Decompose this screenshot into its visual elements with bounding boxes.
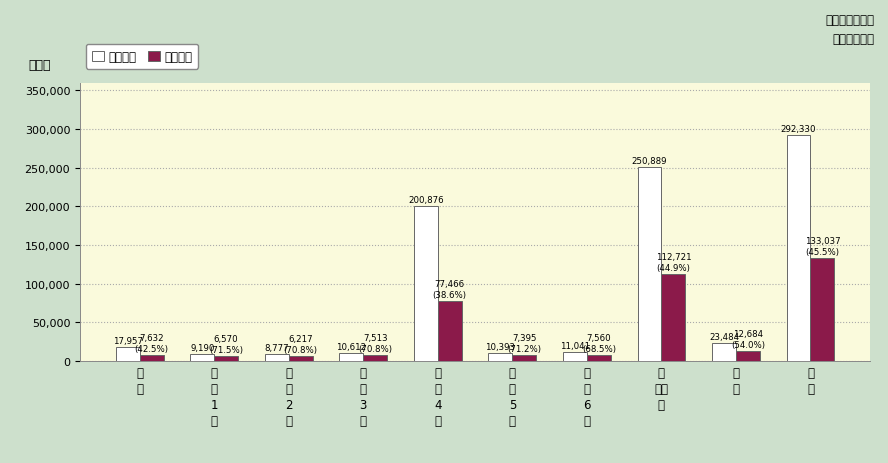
- Text: 200,876: 200,876: [408, 195, 444, 204]
- Text: 6,217
(70.8%): 6,217 (70.8%): [283, 334, 318, 354]
- Bar: [139, 355, 163, 361]
- Text: 10,612: 10,612: [337, 342, 367, 351]
- Text: 17,957: 17,957: [113, 337, 143, 345]
- Bar: [289, 357, 313, 361]
- Bar: [115, 347, 139, 361]
- Text: 292,330: 292,330: [781, 125, 816, 134]
- Text: （人）: （人）: [28, 59, 51, 72]
- Text: 7,395
(71.2%): 7,395 (71.2%): [507, 333, 542, 354]
- Text: 23,484: 23,484: [709, 332, 739, 341]
- Bar: [190, 354, 214, 361]
- Bar: [787, 136, 811, 361]
- Text: 8,777: 8,777: [265, 344, 289, 352]
- Bar: [811, 258, 835, 361]
- Text: 133,037
(45.5%): 133,037 (45.5%): [805, 237, 840, 257]
- Bar: [488, 353, 512, 361]
- Bar: [563, 353, 587, 361]
- Text: 9,190: 9,190: [190, 343, 215, 352]
- Text: 12,684
(54.0%): 12,684 (54.0%): [731, 329, 765, 350]
- Text: 10,393: 10,393: [486, 342, 515, 351]
- Text: 7,560
(68.5%): 7,560 (68.5%): [582, 333, 615, 353]
- Bar: [736, 351, 760, 361]
- Bar: [712, 343, 736, 361]
- Bar: [587, 355, 611, 361]
- Text: 6,570
(71.5%): 6,570 (71.5%): [210, 334, 243, 354]
- Bar: [265, 354, 289, 361]
- Bar: [662, 274, 686, 361]
- Text: 7,632
(42.5%): 7,632 (42.5%): [135, 333, 169, 353]
- Bar: [363, 355, 387, 361]
- Bar: [512, 356, 536, 361]
- Bar: [414, 206, 438, 361]
- Text: （令和２年度）
（　）合格率: （令和２年度） （ ）合格率: [826, 14, 875, 46]
- Legend: 受験者数, 合格者数: 受験者数, 合格者数: [86, 45, 199, 69]
- Bar: [339, 353, 363, 361]
- Text: 77,466
(38.6%): 77,466 (38.6%): [432, 279, 467, 300]
- Bar: [638, 168, 662, 361]
- Bar: [214, 356, 238, 361]
- Bar: [438, 301, 462, 361]
- Text: 7,513
(70.8%): 7,513 (70.8%): [358, 333, 392, 353]
- Text: 11,041: 11,041: [560, 342, 590, 350]
- Text: 112,721
(44.9%): 112,721 (44.9%): [655, 252, 691, 272]
- Text: 250,889: 250,889: [631, 156, 667, 166]
